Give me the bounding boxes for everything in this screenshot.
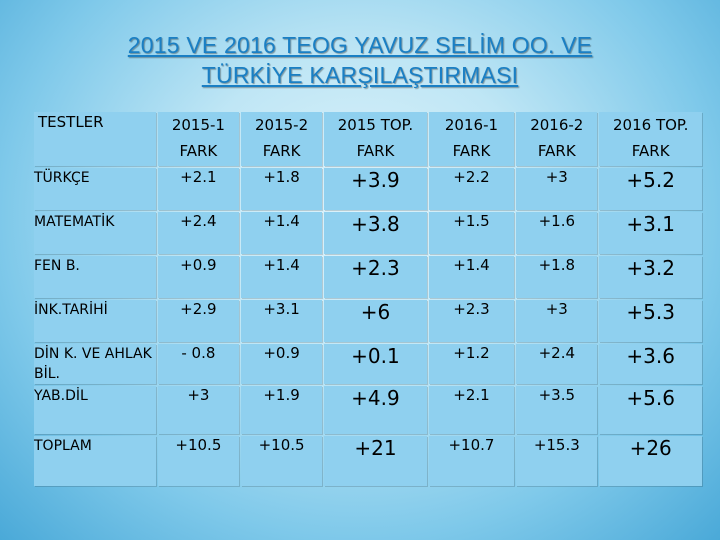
cell-total: +3.9 (324, 168, 427, 210)
row-name: MATEMATİK (34, 212, 156, 254)
table-row: MATEMATİK +2.4 +1.4 +3.8 +1.5 +1.6 +3.1 (34, 212, 702, 254)
header-label: 2015-1 (171, 116, 225, 134)
header-2015-2: 2015-2 FARK (240, 112, 323, 166)
cell-total: +4.9 (324, 386, 427, 434)
table-row: FEN B. +0.9 +1.4 +2.3 +1.4 +1.8 +3.2 (34, 256, 702, 298)
cell-total: +21 (324, 436, 427, 486)
cell-total: +3.1 (599, 212, 702, 254)
header-label: 2016-1 (444, 116, 499, 134)
row-name: İNK.TARİHİ (34, 300, 156, 342)
table-row: YAB.DİL +3 +1.9 +4.9 +2.1 +3.5 +5.6 (34, 386, 702, 434)
cell-value: +10.5 (240, 436, 323, 486)
header-sublabel: FARK (356, 142, 395, 160)
header-sublabel: FARK (452, 142, 491, 160)
cell-total: +3.8 (324, 212, 427, 254)
title-line-2: TÜRKİYE KARŞILAŞTIRMASI (201, 62, 519, 88)
cell-value: +3 (516, 168, 598, 210)
header-label: 2016-2 (530, 116, 584, 134)
table-row: İNK.TARİHİ +2.9 +3.1 +6 +2.3 +3 +5.3 (34, 300, 702, 342)
cell-value: +1.8 (516, 256, 598, 298)
table-row: TÜRKÇE +2.1 +1.8 +3.9 +2.2 +3 +5.2 (34, 168, 702, 210)
table-row: DİN K. VE AHLAK BİL. - 0.8 +0.9 +0.1 +1.… (34, 344, 702, 384)
slide-title: 2015 VE 2016 TEOG YAVUZ SELİM OO. VE TÜR… (0, 30, 720, 90)
cell-total: +6 (324, 300, 427, 342)
cell-value: +3.5 (516, 386, 598, 434)
cell-value: +2.4 (157, 212, 239, 254)
cell-value: +0.9 (157, 256, 239, 298)
header-2016-total: 2016 TOP. FARK (599, 112, 702, 166)
header-label: 2015 TOP. (337, 116, 414, 134)
cell-value: +1.9 (240, 386, 323, 434)
header-sublabel: FARK (631, 142, 670, 160)
cell-total: +26 (599, 436, 702, 486)
header-label: 2016 TOP. (613, 116, 689, 134)
title-line-1: 2015 VE 2016 TEOG YAVUZ SELİM OO. VE (127, 32, 593, 58)
cell-value: +3 (516, 300, 598, 342)
cell-value: - 0.8 (157, 344, 239, 384)
cell-value: +1.8 (240, 168, 323, 210)
cell-value: +0.9 (240, 344, 323, 384)
cell-value: +2.3 (428, 300, 515, 342)
cell-value: +1.4 (240, 212, 323, 254)
cell-value: +10.5 (157, 436, 239, 486)
cell-value: +3.1 (240, 300, 323, 342)
cell-value: +1.6 (516, 212, 598, 254)
row-name: TOPLAM (34, 436, 156, 486)
cell-total: +0.1 (324, 344, 427, 384)
comparison-table: TESTLER 2015-1 FARK 2015-2 FARK 2015 TOP. F… (32, 110, 704, 488)
header-row: TESTLER 2015-1 FARK 2015-2 FARK 2015 TOP. F… (34, 112, 702, 166)
cell-total: +3.6 (599, 344, 702, 384)
header-2015-total: 2015 TOP. FARK (324, 112, 427, 166)
row-name: YAB.DİL (34, 386, 156, 434)
cell-total: +5.3 (599, 300, 702, 342)
cell-value: +2.1 (157, 168, 239, 210)
header-sublabel: FARK (179, 142, 218, 160)
cell-value: +2.4 (516, 344, 598, 384)
header-label: 2015-2 (255, 116, 309, 134)
header-sublabel: FARK (262, 142, 301, 160)
cell-value: +1.5 (428, 212, 515, 254)
header-2015-1: 2015-1 FARK (157, 112, 239, 166)
header-sublabel: FARK (537, 142, 576, 160)
cell-value: +10.7 (428, 436, 515, 486)
cell-value: +15.3 (516, 436, 598, 486)
row-name: FEN B. (34, 256, 156, 298)
cell-total: +2.3 (324, 256, 427, 298)
row-name: DİN K. VE AHLAK BİL. (34, 344, 156, 384)
cell-total: +5.2 (599, 168, 702, 210)
cell-value: +2.1 (428, 386, 515, 434)
row-name: TÜRKÇE (34, 168, 156, 210)
cell-value: +2.9 (157, 300, 239, 342)
cell-value: +1.4 (428, 256, 515, 298)
cell-value: +1.4 (240, 256, 323, 298)
cell-value: +1.2 (428, 344, 515, 384)
header-label: TESTLER (38, 113, 104, 131)
cell-total: +3.2 (599, 256, 702, 298)
cell-total: +5.6 (599, 386, 702, 434)
cell-value: +2.2 (428, 168, 515, 210)
cell-value: +3 (157, 386, 239, 434)
header-2016-1: 2016-1 FARK (428, 112, 515, 166)
table-row-total: TOPLAM +10.5 +10.5 +21 +10.7 +15.3 +26 (34, 436, 702, 486)
header-2016-2: 2016-2 FARK (516, 112, 598, 166)
header-tests: TESTLER (34, 112, 156, 166)
